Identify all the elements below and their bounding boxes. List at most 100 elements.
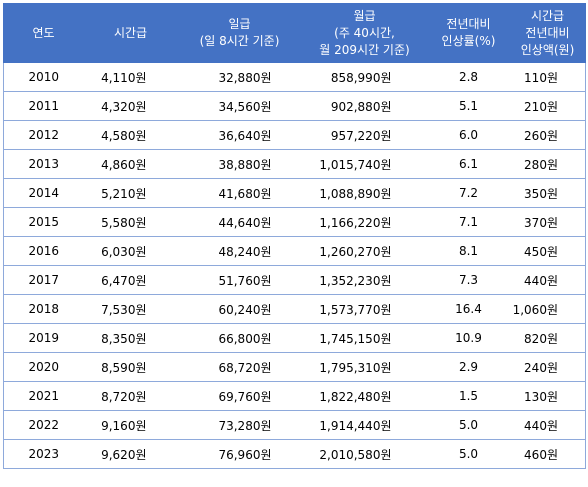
cell-monthly-wage: 1,822,480원	[301, 381, 428, 411]
cell-monthly-wage: 1,166,220원	[301, 207, 428, 237]
cell-year: 2013	[3, 149, 84, 179]
cell-increase-amount: 370원	[509, 207, 586, 237]
cell-monthly-wage: 1,795,310원	[301, 352, 428, 382]
table-row: 2016 6,030원 48,240원 1,260,270원 8.1 450원	[3, 236, 586, 266]
cell-daily-wage: 38,880원	[177, 149, 302, 179]
cell-increase-rate: 2.9	[427, 352, 510, 382]
header-year: 연도	[3, 3, 84, 63]
table-body: 2010 4,110원 32,880원 858,990원 2.8 110원 2011 4,32…	[3, 62, 586, 469]
cell-increase-amount: 240원	[509, 352, 586, 382]
cell-hourly-wage: 9,620원	[83, 439, 178, 469]
cell-increase-rate: 5.0	[427, 410, 510, 440]
header-monthly-wage-line-2: (주 40시간,	[334, 25, 395, 40]
cell-daily-wage: 36,640원	[177, 120, 302, 150]
cell-daily-wage: 51,760원	[177, 265, 302, 295]
table-row: 2019 8,350원 66,800원 1,745,150원 10.9 820원	[3, 323, 586, 353]
header-increase-rate-line-1: 전년대비	[446, 17, 491, 31]
cell-hourly-wage: 8,590원	[83, 352, 178, 382]
cell-monthly-wage: 2,010,580원	[301, 439, 428, 469]
cell-increase-rate: 8.1	[427, 236, 510, 266]
cell-daily-wage: 60,240원	[177, 294, 302, 324]
cell-daily-wage: 32,880원	[177, 62, 302, 92]
header-increase-amount-line-1: 시간급	[530, 8, 565, 23]
cell-year: 2016	[3, 236, 84, 266]
header-monthly-wage: 월급 (주 40시간, 월 209시간 기준)	[301, 3, 428, 63]
table-row: 2010 4,110원 32,880원 858,990원 2.8 110원	[3, 62, 586, 92]
cell-year: 2018	[3, 294, 84, 324]
cell-increase-amount: 440원	[509, 410, 586, 440]
cell-daily-wage: 69,760원	[177, 381, 302, 411]
cell-monthly-wage: 1,352,230원	[301, 265, 428, 295]
cell-daily-wage: 44,640원	[177, 207, 302, 237]
cell-increase-amount: 130원	[509, 381, 586, 411]
cell-year: 2020	[3, 352, 84, 382]
header-increase-amount-line-3: 인상액(원)	[520, 42, 575, 57]
table-row: 2013 4,860원 38,880원 1,015,740원 6.1 280원	[3, 149, 586, 179]
cell-daily-wage: 41,680원	[177, 178, 302, 208]
cell-year: 2022	[3, 410, 84, 440]
header-monthly-wage-line-3: 월 209시간 기준)	[319, 42, 410, 57]
cell-monthly-wage: 1,914,440원	[301, 410, 428, 440]
cell-increase-rate: 7.3	[427, 265, 510, 295]
header-row: 연도 시간급 일급 (일 8시간 기준) 월급 (주 40시간, 월 209시간…	[3, 3, 586, 63]
cell-increase-amount: 280원	[509, 149, 586, 179]
table-row: 2020 8,590원 68,720원 1,795,310원 2.9 240원	[3, 352, 586, 382]
cell-daily-wage: 66,800원	[177, 323, 302, 353]
cell-monthly-wage: 1,573,770원	[301, 294, 428, 324]
cell-daily-wage: 48,240원	[177, 236, 302, 266]
cell-increase-rate: 2.8	[427, 62, 510, 92]
header-increase-rate: 전년대비 인상률(%)	[427, 3, 510, 63]
cell-hourly-wage: 9,160원	[83, 410, 178, 440]
cell-hourly-wage: 4,860원	[83, 149, 178, 179]
table-row: 2017 6,470원 51,760원 1,352,230원 7.3 440원	[3, 265, 586, 295]
cell-increase-rate: 6.1	[427, 149, 510, 179]
cell-monthly-wage: 1,745,150원	[301, 323, 428, 353]
cell-increase-rate: 7.2	[427, 178, 510, 208]
cell-daily-wage: 76,960원	[177, 439, 302, 469]
cell-increase-rate: 16.4	[427, 294, 510, 324]
cell-year: 2017	[3, 265, 84, 295]
cell-increase-amount: 1,060원	[509, 294, 586, 324]
header-daily-wage: 일급 (일 8시간 기준)	[177, 3, 302, 63]
cell-monthly-wage: 957,220원	[301, 120, 428, 150]
table-header: 연도 시간급 일급 (일 8시간 기준) 월급 (주 40시간, 월 209시간…	[3, 3, 586, 63]
header-daily-wage-line-2: (일 8시간 기준)	[199, 34, 280, 48]
table-row: 2021 8,720원 69,760원 1,822,480원 1.5 130원	[3, 381, 586, 411]
header-increase-amount-line-2: 전년대비	[525, 25, 570, 40]
cell-increase-amount: 440원	[509, 265, 586, 295]
cell-hourly-wage: 6,470원	[83, 265, 178, 295]
cell-increase-rate: 7.1	[427, 207, 510, 237]
cell-year: 2015	[3, 207, 84, 237]
cell-increase-amount: 350원	[509, 178, 586, 208]
cell-daily-wage: 73,280원	[177, 410, 302, 440]
cell-increase-amount: 820원	[509, 323, 586, 353]
table-row: 2015 5,580원 44,640원 1,166,220원 7.1 370원	[3, 207, 586, 237]
cell-monthly-wage: 1,088,890원	[301, 178, 428, 208]
cell-hourly-wage: 4,110원	[83, 62, 178, 92]
cell-increase-amount: 110원	[509, 62, 586, 92]
table-row: 2014 5,210원 41,680원 1,088,890원 7.2 350원	[3, 178, 586, 208]
cell-year: 2021	[3, 381, 84, 411]
cell-increase-amount: 260원	[509, 120, 586, 150]
header-monthly-wage-line-1: 월급	[353, 8, 376, 23]
cell-monthly-wage: 902,880원	[301, 91, 428, 121]
cell-year: 2023	[3, 439, 84, 469]
cell-daily-wage: 68,720원	[177, 352, 302, 382]
cell-monthly-wage: 1,015,740원	[301, 149, 428, 179]
cell-hourly-wage: 5,580원	[83, 207, 178, 237]
cell-hourly-wage: 7,530원	[83, 294, 178, 324]
cell-increase-rate: 10.9	[427, 323, 510, 353]
cell-increase-amount: 460원	[509, 439, 586, 469]
cell-year: 2011	[3, 91, 84, 121]
table-row: 2023 9,620원 76,960원 2,010,580원 5.0 460원	[3, 439, 586, 469]
cell-year: 2010	[3, 62, 84, 92]
cell-monthly-wage: 1,260,270원	[301, 236, 428, 266]
cell-hourly-wage: 4,320원	[83, 91, 178, 121]
cell-year: 2019	[3, 323, 84, 353]
cell-year: 2012	[3, 120, 84, 150]
header-increase-amount: 시간급 전년대비 인상액(원)	[509, 3, 586, 63]
cell-hourly-wage: 6,030원	[83, 236, 178, 266]
cell-increase-rate: 5.0	[427, 439, 510, 469]
cell-hourly-wage: 4,580원	[83, 120, 178, 150]
header-daily-wage-line-1: 일급	[228, 17, 251, 31]
